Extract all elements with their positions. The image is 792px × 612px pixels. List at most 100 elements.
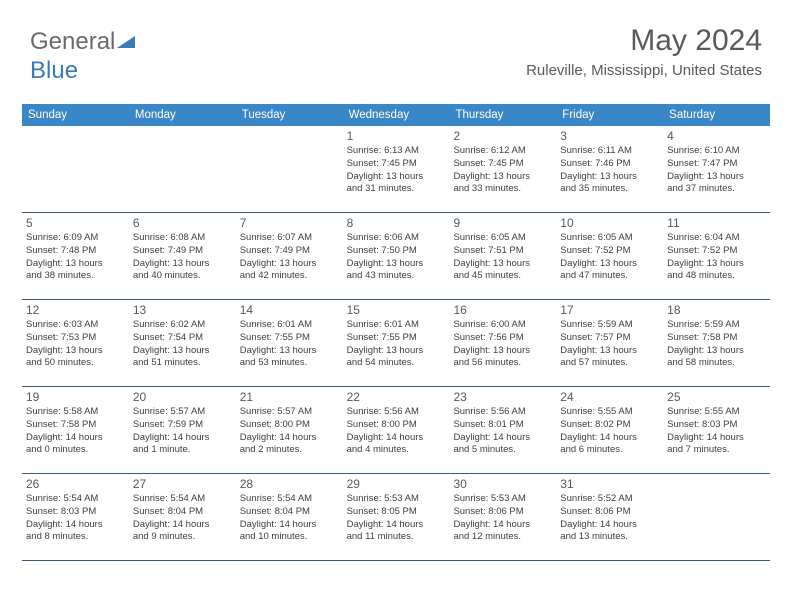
day-cell (236, 126, 343, 212)
day-details: Sunrise: 6:07 AMSunset: 7:49 PMDaylight:… (240, 232, 339, 283)
weekday-header: Sunday (22, 104, 129, 126)
day-cell: 10Sunrise: 6:05 AMSunset: 7:52 PMDayligh… (556, 213, 663, 299)
day-cell: 23 Sunrise: 5:56 AMSunset: 8:01 PMDayligh… (449, 387, 556, 473)
day-number: 16 (453, 303, 552, 317)
day-number: 17 (560, 303, 659, 317)
day-details: Sunrise: 5:59 AMSunset: 7:58 PMDaylight:… (667, 319, 766, 370)
day-cell: 6 Sunrise: 6:08 AMSunset: 7:49 PMDaylight… (129, 213, 236, 299)
day-number: 12 (26, 303, 125, 317)
day-number: 3 (560, 129, 659, 143)
day-details: Sunrise: 6:04 AMSunset: 7:52 PMDaylight:… (667, 232, 766, 283)
day-details: Sunrise: 5:53 AMSunset: 8:06 PMDaylight:… (453, 493, 552, 544)
day-cell: 29Sunrise: 5:53 AMSunset: 8:05 PMDayligh… (343, 474, 450, 560)
day-cell: 5 Sunrise: 6:09 AMSunset: 7:48 PMDaylight… (22, 213, 129, 299)
day-number: 11 (667, 216, 766, 230)
calendar-grid: SundayMondayTuesdayWednesdayThursdayFrid… (22, 104, 770, 561)
day-cell: 25 Sunrise: 5:55 AMSunset: 8:03 PMDayligh… (663, 387, 770, 473)
day-details: Sunrise: 6:10 AMSunset: 7:47 PMDaylight:… (667, 145, 766, 196)
day-number: 7 (240, 216, 339, 230)
weekday-header: Tuesday (236, 104, 343, 126)
day-number: 22 (347, 390, 446, 404)
day-number: 26 (26, 477, 125, 491)
day-cell: 20 Sunrise: 5:57 AMSunset: 7:59 PMDayligh… (129, 387, 236, 473)
day-details: Sunrise: 5:54 AMSunset: 8:04 PMDaylight:… (240, 493, 339, 544)
day-details: Sunrise: 5:58 AMSunset: 7:58 PMDaylight:… (26, 406, 125, 457)
day-number: 14 (240, 303, 339, 317)
day-details: Sunrise: 5:52 AMSunset: 8:06 PMDaylight:… (560, 493, 659, 544)
day-number: 6 (133, 216, 232, 230)
day-cell: 9 Sunrise: 6:05 AMSunset: 7:51 PMDaylight… (449, 213, 556, 299)
day-details: Sunrise: 5:54 AMSunset: 8:04 PMDaylight:… (133, 493, 232, 544)
day-details: Sunrise: 6:08 AMSunset: 7:49 PMDaylight:… (133, 232, 232, 283)
weekday-header-row: SundayMondayTuesdayWednesdayThursdayFrid… (22, 104, 770, 126)
day-details: Sunrise: 6:01 AMSunset: 7:55 PMDaylight:… (240, 319, 339, 370)
day-details: Sunrise: 5:56 AMSunset: 8:00 PMDaylight:… (347, 406, 446, 457)
day-details: Sunrise: 6:03 AMSunset: 7:53 PMDaylight:… (26, 319, 125, 370)
day-number: 20 (133, 390, 232, 404)
day-cell: 26Sunrise: 5:54 AMSunset: 8:03 PMDayligh… (22, 474, 129, 560)
header-block: May 2024 Ruleville, Mississippi, United … (526, 24, 762, 79)
day-number: 21 (240, 390, 339, 404)
day-details: Sunrise: 5:59 AMSunset: 7:57 PMDaylight:… (560, 319, 659, 370)
day-number: 23 (453, 390, 552, 404)
day-cell: 24 Sunrise: 5:55 AMSunset: 8:02 PMDayligh… (556, 387, 663, 473)
day-number: 9 (453, 216, 552, 230)
day-cell: 15 Sunrise: 6:01 AMSunset: 7:55 PMDayligh… (343, 300, 450, 386)
day-cell: 3 Sunrise: 6:11 AMSunset: 7:46 PMDaylight… (556, 126, 663, 212)
day-number: 30 (453, 477, 552, 491)
day-cell: 22 Sunrise: 5:56 AMSunset: 8:00 PMDayligh… (343, 387, 450, 473)
day-details: Sunrise: 6:01 AMSunset: 7:55 PMDaylight:… (347, 319, 446, 370)
day-number: 25 (667, 390, 766, 404)
day-details: Sunrise: 6:09 AMSunset: 7:48 PMDaylight:… (26, 232, 125, 283)
day-number: 15 (347, 303, 446, 317)
day-details: Sunrise: 6:11 AMSunset: 7:46 PMDaylight:… (560, 145, 659, 196)
day-number: 28 (240, 477, 339, 491)
week-row: 26Sunrise: 5:54 AMSunset: 8:03 PMDayligh… (22, 474, 770, 561)
day-details: Sunrise: 6:05 AMSunset: 7:51 PMDaylight:… (453, 232, 552, 283)
day-details: Sunrise: 5:55 AMSunset: 8:02 PMDaylight:… (560, 406, 659, 457)
day-cell: 21Sunrise: 5:57 AMSunset: 8:00 PMDayligh… (236, 387, 343, 473)
day-details: Sunrise: 6:12 AMSunset: 7:45 PMDaylight:… (453, 145, 552, 196)
logo-text-1: General (30, 28, 115, 55)
day-cell: 11 Sunrise: 6:04 AMSunset: 7:52 PMDayligh… (663, 213, 770, 299)
weekday-header: Saturday (663, 104, 770, 126)
day-cell: 31 Sunrise: 5:52 AMSunset: 8:06 PMDayligh… (556, 474, 663, 560)
day-cell: 1 Sunrise: 6:13 AMSunset: 7:45 PMDaylight… (343, 126, 450, 212)
day-details: Sunrise: 6:13 AMSunset: 7:45 PMDaylight:… (347, 145, 446, 196)
weekday-header: Wednesday (343, 104, 450, 126)
day-cell: 8Sunrise: 6:06 AMSunset: 7:50 PMDaylight… (343, 213, 450, 299)
day-details: Sunrise: 6:02 AMSunset: 7:54 PMDaylight:… (133, 319, 232, 370)
week-row: 5 Sunrise: 6:09 AMSunset: 7:48 PMDaylight… (22, 213, 770, 300)
day-cell: 16 Sunrise: 6:00 AMSunset: 7:56 PMDayligh… (449, 300, 556, 386)
day-cell: 4 Sunrise: 6:10 AMSunset: 7:47 PMDaylight… (663, 126, 770, 212)
weeks-container: 1 Sunrise: 6:13 AMSunset: 7:45 PMDaylight… (22, 126, 770, 561)
day-details: Sunrise: 5:56 AMSunset: 8:01 PMDaylight:… (453, 406, 552, 457)
week-row: 1 Sunrise: 6:13 AMSunset: 7:45 PMDaylight… (22, 126, 770, 213)
day-cell (129, 126, 236, 212)
day-cell: 27Sunrise: 5:54 AMSunset: 8:04 PMDayligh… (129, 474, 236, 560)
day-cell: 13 Sunrise: 6:02 AMSunset: 7:54 PMDayligh… (129, 300, 236, 386)
logo-triangle-icon (117, 29, 137, 57)
week-row: 12 Sunrise: 6:03 AMSunset: 7:53 PMDayligh… (22, 300, 770, 387)
brand-logo: General Blue (30, 28, 137, 85)
day-number: 5 (26, 216, 125, 230)
day-cell: 30 Sunrise: 5:53 AMSunset: 8:06 PMDayligh… (449, 474, 556, 560)
day-details: Sunrise: 6:05 AMSunset: 7:52 PMDaylight:… (560, 232, 659, 283)
day-number: 13 (133, 303, 232, 317)
day-number: 24 (560, 390, 659, 404)
day-details: Sunrise: 5:57 AMSunset: 7:59 PMDaylight:… (133, 406, 232, 457)
weekday-header: Friday (556, 104, 663, 126)
day-number: 18 (667, 303, 766, 317)
day-number: 31 (560, 477, 659, 491)
day-number: 4 (667, 129, 766, 143)
day-number: 8 (347, 216, 446, 230)
day-details: Sunrise: 5:55 AMSunset: 8:03 PMDaylight:… (667, 406, 766, 457)
day-cell: 12 Sunrise: 6:03 AMSunset: 7:53 PMDayligh… (22, 300, 129, 386)
day-cell: 18 Sunrise: 5:59 AMSunset: 7:58 PMDayligh… (663, 300, 770, 386)
day-number: 1 (347, 129, 446, 143)
day-details: Sunrise: 6:00 AMSunset: 7:56 PMDaylight:… (453, 319, 552, 370)
day-cell: 7 Sunrise: 6:07 AMSunset: 7:49 PMDaylight… (236, 213, 343, 299)
week-row: 19Sunrise: 5:58 AMSunset: 7:58 PMDayligh… (22, 387, 770, 474)
month-title: May 2024 (526, 24, 762, 58)
day-details: Sunrise: 5:53 AMSunset: 8:05 PMDaylight:… (347, 493, 446, 544)
